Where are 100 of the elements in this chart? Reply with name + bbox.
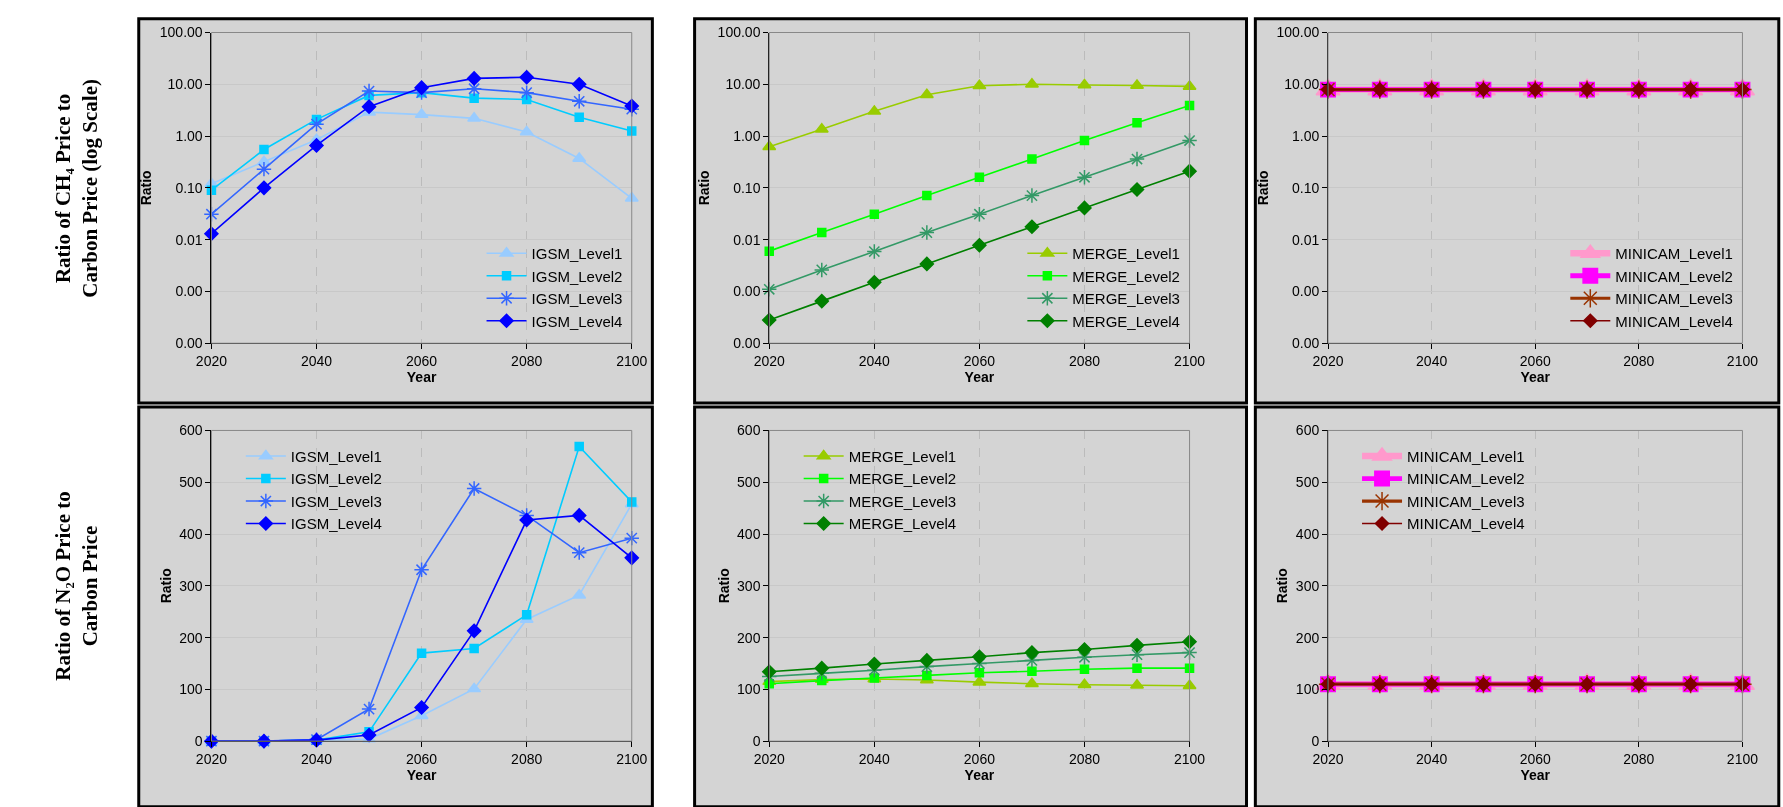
legend-label: MINICAM_Level3	[1615, 290, 1733, 308]
text: Ratio of N₂O Price to Carbon Price	[51, 491, 103, 681]
x-tick-label: 2040	[300, 353, 333, 370]
y-tick-label: 100	[1295, 681, 1320, 698]
legend-label: MINICAM_Level4	[1407, 515, 1525, 533]
x-tick-label: 2060	[1519, 750, 1552, 767]
x-tick-label: 2020	[753, 353, 786, 370]
x-axis-title: Year	[1520, 766, 1551, 783]
legend-label: MERGE_Level1	[848, 447, 957, 465]
y-tick-label: 300	[1295, 577, 1320, 594]
legend-label: IGSM_Level3	[531, 290, 623, 308]
y-tick-label: 600	[737, 422, 761, 439]
x-tick-label: 2040	[858, 750, 891, 767]
y-tick-label: 0.00	[733, 283, 761, 300]
x-tick-label: 2040	[1416, 353, 1448, 370]
y-tick-label: 100.00	[717, 24, 761, 41]
x-tick-label: 2100	[1726, 750, 1759, 767]
y-tick-label: 0	[194, 733, 203, 750]
x-axis-title: Year	[964, 766, 995, 783]
legend-label: IGSM_Level2	[531, 267, 623, 285]
x-tick-label: 2020	[1312, 750, 1344, 767]
y-tick-label: 0	[752, 733, 761, 750]
x-tick-label: 2040	[300, 750, 333, 767]
x-tick-label: 2020	[195, 750, 228, 767]
x-tick-label: 2100	[1726, 353, 1759, 370]
y-tick-label: 200	[737, 629, 761, 646]
y-tick-label: 200	[179, 629, 203, 646]
x-tick-label: 2100	[616, 750, 648, 767]
y-tick-label: 500	[1295, 474, 1320, 491]
legend-label: MERGE_Level3	[848, 492, 957, 510]
legend-label: MINICAM_Level4	[1615, 312, 1733, 330]
y-tick-label: 500	[737, 474, 761, 491]
y-axis-title: Ratio	[715, 568, 732, 604]
x-tick-label: 2080	[1068, 750, 1101, 767]
y-tick-label: 0.10	[175, 179, 203, 196]
y-tick-label: 0.01	[733, 231, 761, 248]
x-tick-label: 2080	[1623, 750, 1655, 767]
y-tick-label: 10.00	[1284, 76, 1320, 93]
y-tick-label: 0.01	[175, 231, 203, 248]
x-tick-label: 2080	[1068, 353, 1101, 370]
legend-label: IGSM_Level1	[531, 245, 623, 263]
y-tick-label: 0.00	[175, 283, 203, 300]
y-tick-label: 100.00	[159, 24, 203, 41]
legend-label: MERGE_Level2	[848, 470, 957, 488]
y-tick-label: 400	[737, 525, 761, 542]
legend-label: IGSM_Level4	[531, 312, 623, 330]
x-tick-label: 2040	[1416, 750, 1448, 767]
y-tick-label: 10.00	[167, 76, 203, 93]
y-tick-label: 1.00	[1291, 127, 1320, 144]
y-axis-title: Ratio	[138, 170, 155, 206]
legend-label: MERGE_Level2	[1072, 267, 1180, 285]
legend-label: MINICAM_Level3	[1407, 492, 1525, 510]
x-tick-label: 2020	[753, 750, 786, 767]
text: Ratio of CH₄ Price to Carbon Price (log Scale)	[51, 79, 103, 298]
x-tick-label: 2080	[1623, 353, 1655, 370]
y-tick-label: 0.10	[733, 179, 761, 196]
x-axis-title: Year	[406, 369, 437, 386]
y-tick-label: 400	[179, 525, 203, 542]
legend-label: IGSM_Level4	[290, 515, 382, 533]
x-tick-label: 2080	[511, 353, 543, 370]
y-tick-label: 0.00	[733, 335, 761, 352]
legend-label: MINICAM_Level2	[1615, 267, 1733, 285]
x-tick-label: 2060	[963, 750, 996, 767]
x-tick-label: 2100	[1173, 353, 1206, 370]
x-tick-label: 2100	[616, 353, 648, 370]
x-tick-label: 2060	[406, 750, 438, 767]
legend-label: MERGE_Level4	[1072, 312, 1180, 330]
y-tick-label: 0.00	[1291, 335, 1320, 352]
y-tick-label: 10.00	[725, 76, 761, 93]
y-axis-title: Ratio	[696, 170, 713, 206]
y-tick-label: 400	[1295, 525, 1320, 542]
x-tick-label: 2060	[1519, 353, 1552, 370]
y-tick-label: 0	[1311, 733, 1320, 750]
y-tick-label: 0.00	[175, 335, 203, 352]
x-tick-label: 2080	[511, 750, 543, 767]
y-tick-label: 300	[179, 577, 203, 594]
legend-label: MERGE_Level4	[848, 515, 957, 533]
y-tick-label: 500	[179, 474, 203, 491]
x-axis-title: Year	[964, 369, 995, 386]
y-tick-label: 600	[1295, 422, 1320, 439]
y-tick-label: 100	[737, 681, 761, 698]
y-tick-label: 0.10	[1291, 179, 1320, 196]
x-tick-label: 2100	[1173, 750, 1206, 767]
legend-label: MINICAM_Level1	[1407, 447, 1525, 465]
y-tick-label: 1.00	[733, 127, 761, 144]
y-axis-title: Ratio	[157, 568, 174, 604]
legend-label: IGSM_Level1	[290, 447, 382, 465]
y-tick-label: 1.00	[175, 127, 203, 144]
x-tick-label: 2020	[1312, 353, 1344, 370]
x-tick-label: 2040	[858, 353, 891, 370]
x-tick-label: 2060	[963, 353, 996, 370]
x-tick-label: 2020	[195, 353, 228, 370]
legend-label: MERGE_Level3	[1072, 290, 1180, 308]
x-axis-title: Year	[406, 766, 437, 783]
x-axis-title: Year	[1520, 369, 1551, 386]
legend-label: IGSM_Level3	[290, 492, 382, 510]
y-tick-label: 200	[1295, 629, 1320, 646]
y-tick-label: 0.00	[1291, 283, 1320, 300]
legend-label: MINICAM_Level1	[1615, 245, 1733, 263]
y-tick-label: 100	[179, 681, 203, 698]
